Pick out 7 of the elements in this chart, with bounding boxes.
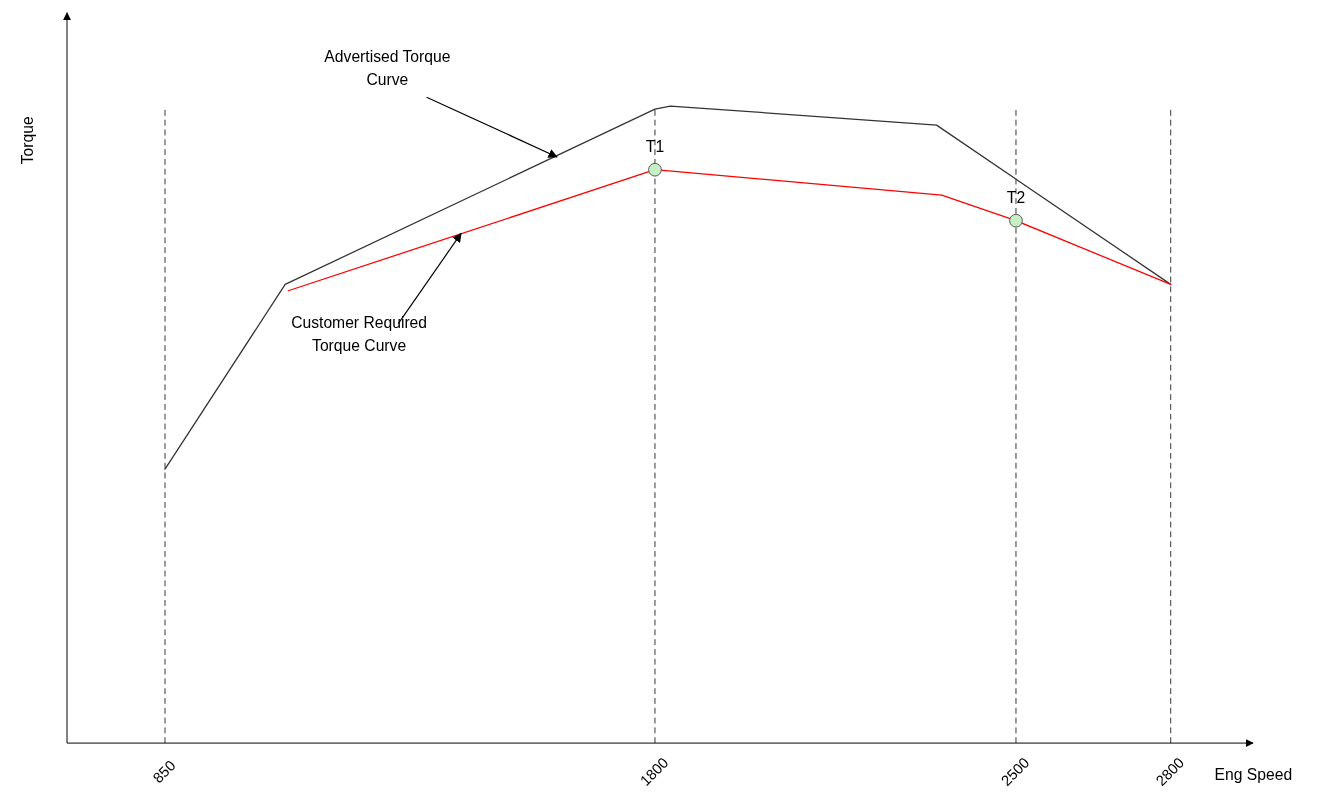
annotation: Customer Required Torque Curve	[291, 313, 428, 355]
annotation: T1	[645, 138, 665, 156]
x-tick-label: 850	[149, 757, 179, 787]
y-axis-title: Torque	[18, 116, 36, 165]
annotation: Advertised Torque Curve	[324, 47, 451, 89]
annotation: T2	[1006, 189, 1026, 207]
x-axis-title: Eng Speed	[1214, 766, 1293, 784]
